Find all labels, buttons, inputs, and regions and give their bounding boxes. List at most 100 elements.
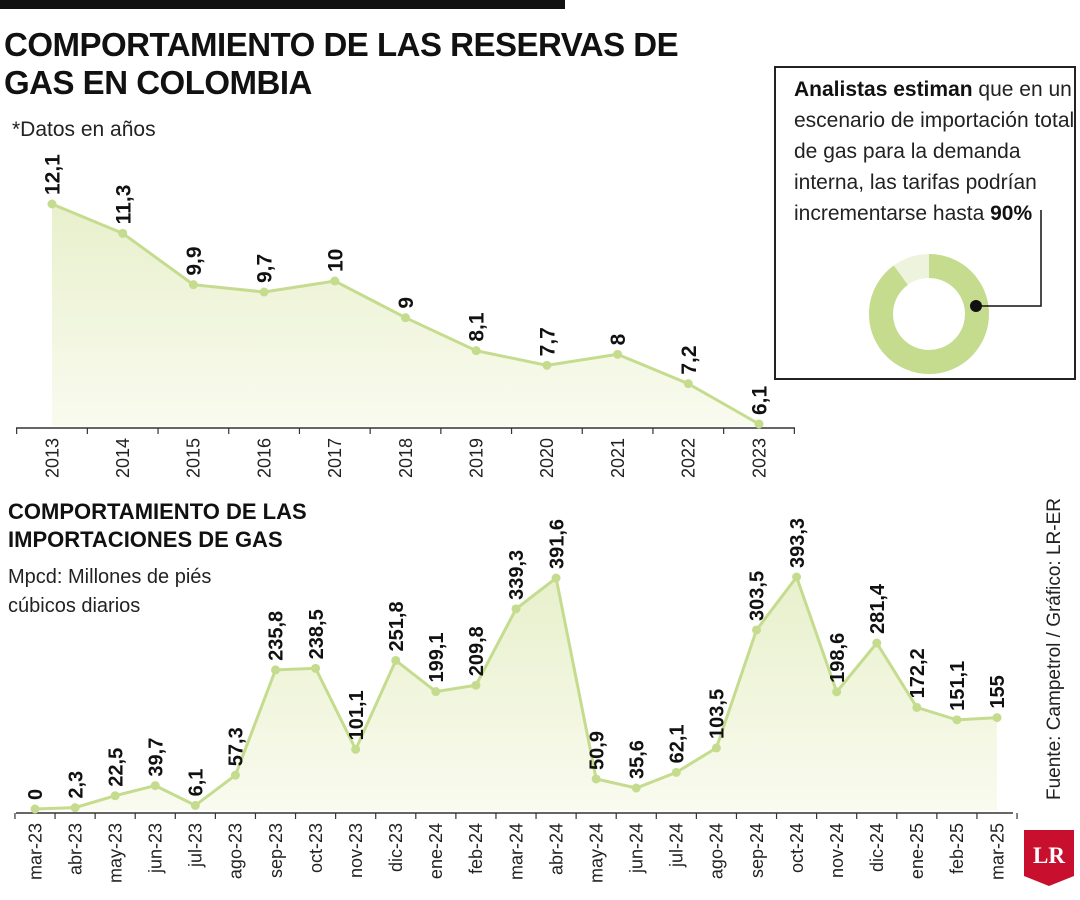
data-label: 12,1 [42, 154, 65, 195]
x-tick-label: abr-23 [65, 823, 85, 875]
x-tick-label: 2017 [325, 438, 345, 478]
data-point [150, 781, 160, 791]
page-title: COMPORTAMIENTO DE LAS RESERVAS DE GAS EN… [4, 26, 679, 101]
x-tick-label: mar-25 [987, 823, 1007, 880]
data-label: 57,3 [226, 727, 248, 766]
x-tick-label: 2016 [254, 438, 274, 478]
data-label: 155 [987, 675, 1009, 708]
data-label: 7,2 [678, 345, 701, 374]
data-label: 8,1 [466, 312, 489, 342]
x-tick-label: nov-23 [346, 823, 366, 878]
data-label: 9 [395, 297, 418, 309]
data-point [912, 702, 922, 712]
x-tick-label: mar-23 [25, 823, 45, 880]
data-label: 393,3 [787, 518, 809, 568]
data-label: 101,1 [346, 690, 368, 740]
x-tick-label: ago-23 [226, 823, 246, 879]
data-point [631, 783, 641, 793]
data-point [471, 680, 481, 690]
area-fill [35, 577, 997, 810]
data-label: 6,1 [749, 385, 772, 415]
data-label: 6,1 [186, 769, 208, 797]
data-point [551, 573, 561, 583]
x-tick-label: ago-24 [707, 823, 727, 879]
callout-leader-dot [970, 300, 982, 312]
data-label: 339,3 [506, 550, 528, 600]
data-label: 39,7 [145, 738, 167, 777]
data-point [230, 770, 240, 780]
data-label: 50,9 [586, 731, 608, 770]
x-tick-label: abr-24 [546, 823, 566, 875]
data-point [188, 280, 198, 290]
x-tick-label: dic-23 [386, 823, 406, 872]
x-tick-label: 2022 [679, 438, 699, 478]
callout-highlight: 90% [990, 202, 1033, 225]
data-label: 251,8 [386, 601, 408, 651]
data-point [311, 663, 321, 673]
data-label: 7,7 [536, 327, 559, 356]
x-tick-label: feb-25 [947, 823, 967, 874]
data-label: 198,6 [827, 633, 849, 683]
data-point [190, 800, 200, 810]
x-tick-label: ene-25 [907, 823, 927, 879]
data-point [471, 346, 481, 356]
data-label: 235,8 [266, 611, 288, 661]
callout-lead: Analistas estiman [794, 78, 973, 101]
data-point [952, 715, 962, 725]
callout-text: Analistas estiman que en un escenario de… [794, 74, 1076, 229]
data-label: 209,8 [466, 626, 488, 676]
top-rule [0, 0, 565, 9]
data-point [711, 743, 721, 753]
data-point [259, 287, 269, 297]
data-point [30, 804, 40, 814]
callout-body: que en un escenario de importación total… [794, 78, 1075, 225]
x-tick-label: feb-24 [466, 823, 486, 874]
data-label: 2,3 [65, 771, 87, 799]
data-point [330, 276, 340, 286]
data-point [271, 665, 280, 675]
imports-section-title: COMPORTAMIENTO DE LAS IMPORTACIONES DE G… [8, 499, 307, 552]
data-point [591, 774, 601, 784]
x-tick-label: 2020 [537, 438, 557, 478]
data-point [754, 419, 764, 429]
data-point [118, 228, 128, 238]
x-tick-label: sep-24 [747, 823, 767, 878]
data-point [542, 360, 552, 370]
x-tick-label: jul-24 [667, 823, 687, 868]
data-label: 103,5 [707, 689, 729, 739]
x-tick-label: may-24 [586, 823, 606, 883]
data-label: 11,3 [112, 185, 135, 225]
data-label: 281,4 [867, 583, 889, 634]
data-label: 391,6 [546, 519, 568, 569]
x-tick-label: 2021 [608, 438, 628, 478]
data-point [671, 767, 681, 777]
analyst-callout: Analistas estiman que en un escenario de… [774, 66, 1076, 380]
data-label: 9,9 [183, 246, 206, 275]
callout-leader-line [976, 210, 1042, 307]
data-label: 35,6 [626, 740, 648, 779]
data-point [70, 803, 80, 813]
x-tick-label: 2019 [467, 438, 487, 478]
x-tick-label: jul-23 [186, 823, 206, 868]
lr-logo: LR [1024, 830, 1074, 886]
data-point [511, 604, 521, 614]
data-label: 199,1 [426, 632, 448, 682]
data-label: 22,5 [105, 748, 127, 787]
x-tick-label: nov-24 [827, 823, 847, 878]
data-point [792, 572, 802, 582]
area-fill [52, 204, 759, 426]
data-label: 151,1 [947, 661, 969, 711]
lr-logo-text: LR [1033, 843, 1065, 868]
x-tick-label: jun-24 [627, 823, 647, 874]
x-tick-label: 2014 [113, 438, 133, 478]
x-tick-label: mar-24 [506, 823, 526, 880]
data-point [110, 791, 120, 801]
x-tick-label: 2023 [749, 438, 769, 478]
data-label: 9,7 [254, 254, 277, 283]
x-tick-label: 2018 [396, 438, 416, 478]
data-point [47, 199, 57, 209]
data-point [401, 313, 410, 323]
data-label: 238,5 [306, 609, 328, 659]
source-credit: Fuente: Campetrol / Gráfico: LR-ER [1044, 498, 1065, 800]
data-label: 10 [324, 249, 347, 272]
